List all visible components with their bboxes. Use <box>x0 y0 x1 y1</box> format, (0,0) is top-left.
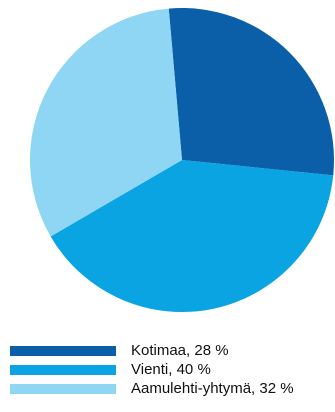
pie-slice-kotimaa <box>169 8 334 175</box>
legend-label-aamulehti-yhtyma: Aamulehti-yhtymä, 32 % <box>131 379 294 399</box>
legend-item-kotimaa: Kotimaa, 28 % <box>0 341 335 361</box>
legend-swatch-vienti <box>10 365 116 375</box>
legend-swatch-kotimaa <box>10 346 116 356</box>
legend-label-vienti: Vienti, 40 % <box>131 360 211 380</box>
legend-item-aamulehti-yhtyma: Aamulehti-yhtymä, 32 % <box>0 379 335 399</box>
legend-label-kotimaa: Kotimaa, 28 % <box>131 341 229 361</box>
pie-chart <box>0 0 335 320</box>
legend-swatch-aamulehti-yhtyma <box>10 384 116 394</box>
legend-item-vienti: Vienti, 40 % <box>0 360 335 380</box>
